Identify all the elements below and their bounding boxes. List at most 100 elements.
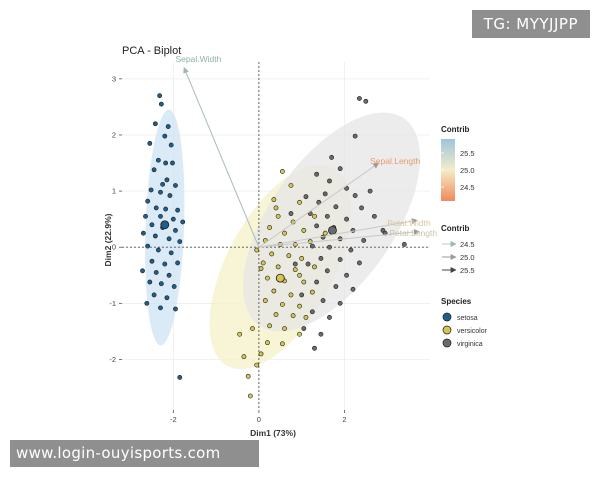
versicolor-point [282,230,287,236]
virginica-point [305,261,311,267]
setosa-point [158,305,163,311]
virginica-point [324,268,330,274]
virginica-point [303,194,309,200]
versicolor-point [297,199,302,205]
setosa-point [147,140,153,146]
setosa-point [153,205,159,211]
setosa-point [144,300,150,306]
setosa-point [140,268,145,274]
virginica-point [350,286,356,292]
colorbar-tick-label: 25.0 [460,166,475,175]
virginica-point [318,256,324,261]
virginica-point [299,292,305,298]
setosa-point [158,101,164,107]
setosa-point [145,243,151,249]
setosa-point [140,230,146,236]
virginica-point [401,242,407,247]
legend-species-key [442,325,452,335]
legend-arrow-label: 25.0 [460,253,475,262]
virginica-point [318,331,324,337]
versicolor-point [273,312,279,317]
versicolor-point [280,169,285,174]
setosa-point [168,250,174,256]
versicolor-point [280,341,285,347]
versicolor-point [267,323,272,329]
virginica-point [327,314,332,320]
legend-contrib-title: Contrib [441,125,470,134]
versicolor-point [241,354,247,360]
virginica-point [329,155,335,160]
variable-label: Sepal.Width [175,54,221,64]
setosa-point [157,93,163,99]
setosa-point [158,189,163,195]
setosa-point [164,177,170,183]
versicolor-point [288,183,294,188]
legend-species-key [442,338,452,348]
x-tick-label: -2 [170,415,177,424]
setosa-point [158,213,163,219]
versicolor-point [322,230,328,236]
virginica-point [344,272,349,278]
setosa-point [168,142,174,148]
virginica-point [288,211,294,216]
setosa-point [171,284,177,289]
variable-label: Petal.Width [387,218,431,228]
setosa-point [166,272,172,278]
versicolor-point [299,256,305,261]
versicolor-point [258,266,264,271]
virginica-point [363,98,369,104]
legend-arrow-label: 25.5 [460,266,475,275]
setosa-point [145,198,151,204]
setosa-point [152,233,158,239]
versicolor-point [237,331,243,337]
variable-arrow [258,162,380,248]
chart-title: PCA - Biplot [122,45,181,57]
setosa-point [160,181,166,187]
setosa-point [143,213,148,219]
colorbar-tick-label: 24.5 [460,183,475,192]
y-tick-label: 3 [112,74,116,83]
legend: Contrib 25.5 25.0 24.5 Contrib 24.5 25.0 25.5 Sp… [441,125,488,348]
versicolor-point [269,251,275,257]
virginica-point [324,213,330,219]
versicolor-point [275,264,281,270]
virginica-point [348,247,354,253]
legend-arrow-label: 24.5 [460,240,475,249]
setosa-point [164,295,170,301]
setosa-point [177,239,183,245]
setosa-point [166,236,172,242]
virginica-point [314,279,320,285]
virginica-point [314,171,320,177]
versicolor-point [245,373,251,379]
virginica-point [309,243,315,249]
versicolor-point [301,227,307,233]
setosa-point [173,183,178,188]
versicolor-point [303,314,309,320]
versicolor-point [250,326,255,332]
versicolor-point [262,298,268,303]
setosa-point [151,292,157,298]
virginica-point [337,166,343,172]
versicolor-point [254,362,260,368]
virginica-point [322,191,328,197]
virginica-point [337,257,343,262]
setosa-point [152,121,158,127]
versicolor-centroid [275,273,285,283]
y-tick-label: 2 [112,130,116,139]
virginica-point [316,199,322,205]
setosa-point [180,219,186,225]
versicolor-point [258,351,264,357]
legend-species-key [442,312,452,322]
y-tick-label: -1 [109,299,116,308]
versicolor-point [275,213,281,219]
setosa-point [173,227,178,233]
virginica-point [320,298,326,303]
setosa-point [162,133,168,139]
setosa-point [155,157,161,163]
versicolor-point [309,289,315,295]
versicolor-point [290,313,296,319]
versicolor-point [282,326,287,332]
versicolor-point [301,279,307,285]
virginica-point [309,309,315,315]
versicolor-point [312,213,317,219]
